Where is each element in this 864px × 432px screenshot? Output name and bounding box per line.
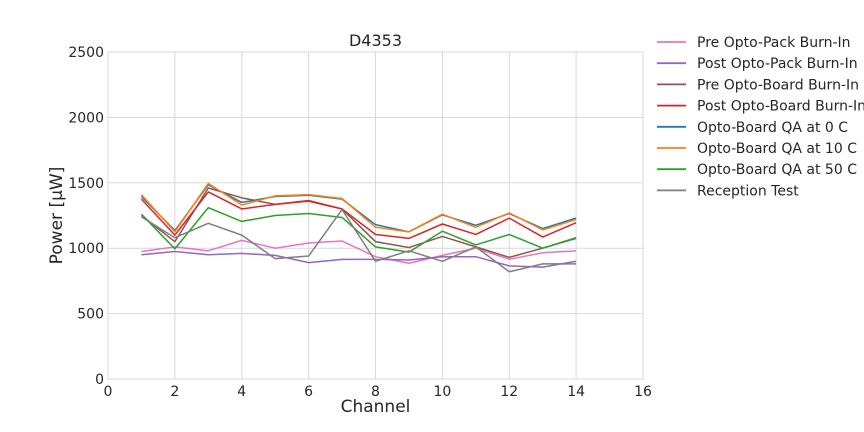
- legend-label: Pre Opto-Pack Burn-In: [697, 35, 851, 51]
- y-tick-label: 2000: [68, 110, 104, 126]
- x-tick-label: 12: [500, 384, 518, 400]
- x-tick-label: 0: [104, 384, 113, 400]
- x-tick-label: 16: [634, 384, 652, 400]
- legend-label: Opto-Board QA at 10 C: [697, 141, 857, 157]
- y-tick-label: 2500: [68, 45, 104, 61]
- series-line-2: [141, 250, 577, 268]
- x-tick-label: 4: [237, 384, 246, 400]
- grid: [107, 51, 644, 380]
- legend-label: Post Opto-Pack Burn-In: [697, 56, 858, 72]
- x-axis-label: Channel: [341, 397, 411, 417]
- legend-item: Opto-Board QA at 0 C: [657, 120, 848, 136]
- legend-item: Pre Opto-Pack Burn-In: [657, 35, 851, 51]
- x-tick-label: 10: [433, 384, 451, 400]
- legend-label: Post Opto-Board Burn-In: [697, 99, 864, 115]
- legend-item: Post Opto-Pack Burn-In: [657, 56, 858, 72]
- legend-label: Opto-Board QA at 0 C: [697, 120, 848, 136]
- series-line-4: [140, 191, 577, 240]
- y-tick-label: 0: [95, 372, 104, 388]
- legend-item: Opto-Board QA at 10 C: [657, 141, 857, 157]
- x-axis-ticks: 0 2 4 6 8 10 12 14 16: [104, 384, 652, 400]
- series-layer: [140, 182, 577, 273]
- legend-label: Pre Opto-Board Burn-In: [697, 77, 859, 93]
- legend-item: Pre Opto-Board Burn-In: [657, 77, 859, 93]
- legend-item: Reception Test: [657, 183, 799, 199]
- x-tick-label: 8: [371, 384, 380, 400]
- x-tick-label: 6: [304, 384, 313, 400]
- x-tick-label: 2: [170, 384, 179, 400]
- series-line-3: [140, 187, 577, 259]
- legend: Pre Opto-Pack Burn-In Post Opto-Pack Burn…: [657, 35, 864, 199]
- series-line-1: [141, 239, 577, 264]
- y-axis-ticks: 0 500 1000 1500 2000 2500: [68, 45, 104, 388]
- y-tick-label: 500: [77, 307, 104, 323]
- y-tick-label: 1500: [68, 176, 104, 192]
- series-line-8: [141, 208, 577, 273]
- x-tick-label: 14: [567, 384, 585, 400]
- series-line-7: [140, 206, 577, 253]
- series-line-6: [140, 182, 577, 233]
- legend-label: Reception Test: [697, 183, 799, 199]
- legend-item: Post Opto-Board Burn-In: [657, 99, 864, 115]
- chart-title: D4353: [349, 31, 402, 50]
- y-axis-label: Power [µW]: [47, 167, 67, 265]
- legend-label: Opto-Board QA at 50 C: [697, 162, 857, 178]
- legend-item: Opto-Board QA at 50 C: [657, 162, 857, 178]
- y-tick-label: 1000: [68, 241, 104, 257]
